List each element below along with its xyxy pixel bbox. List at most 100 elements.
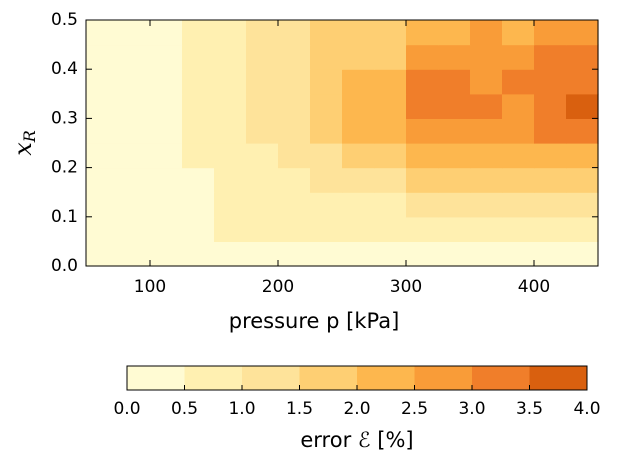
contour-cell xyxy=(310,167,343,193)
contour-cell xyxy=(374,192,407,218)
contour-cell xyxy=(470,20,503,46)
contour-cell xyxy=(566,20,599,46)
contour-cell xyxy=(502,167,535,193)
contour-cell xyxy=(150,192,183,218)
contour-cell xyxy=(374,143,407,169)
contour-cell xyxy=(182,44,215,70)
x-tick-label: 100 xyxy=(134,277,166,297)
colorbar-tick-label: 2.0 xyxy=(343,399,370,419)
contour-cell xyxy=(566,216,599,242)
contour-cell xyxy=(406,69,439,95)
contour-cell xyxy=(534,44,567,70)
contour-cell xyxy=(118,143,151,169)
contour-cell xyxy=(374,167,407,193)
x-tick-label: 300 xyxy=(390,277,422,297)
contour-cell xyxy=(278,216,311,242)
contour-cell xyxy=(246,93,279,119)
y-tick-label: 0.4 xyxy=(51,59,78,79)
contour-cell xyxy=(310,216,343,242)
contour-cell xyxy=(86,69,119,95)
colorbar-tick-label: 2.5 xyxy=(401,399,428,419)
colorbar-tick-label: 1.0 xyxy=(228,399,255,419)
contour-cell xyxy=(150,216,183,242)
contour-cell xyxy=(534,118,567,144)
y-label-base: x xyxy=(9,142,37,156)
contour-cell xyxy=(438,216,471,242)
contour-cell xyxy=(150,241,183,267)
contour-cell xyxy=(470,44,503,70)
colorbar-tick-label: 3.0 xyxy=(458,399,485,419)
contour-cell xyxy=(566,241,599,267)
contour-cell xyxy=(86,118,119,144)
contour-cell xyxy=(342,241,375,267)
contour-cell xyxy=(278,44,311,70)
contour-cell xyxy=(182,192,215,218)
contour-cell xyxy=(438,143,471,169)
contour-cell xyxy=(278,241,311,267)
contour-cell xyxy=(438,20,471,46)
contour-cell xyxy=(406,167,439,193)
contour-cell xyxy=(150,44,183,70)
contour-cell xyxy=(214,44,247,70)
contour-cell xyxy=(374,20,407,46)
contour-cell xyxy=(470,69,503,95)
colorbar-segment xyxy=(184,366,242,390)
contour-cell xyxy=(214,93,247,119)
contour-cell xyxy=(182,118,215,144)
contour-cell xyxy=(438,69,471,95)
contour-cell xyxy=(214,20,247,46)
contour-cell xyxy=(566,44,599,70)
contour-cell xyxy=(342,69,375,95)
contour-cell xyxy=(214,192,247,218)
contour-cell xyxy=(470,241,503,267)
contour-cell xyxy=(246,167,279,193)
contour-cell xyxy=(502,93,535,119)
contour-cell xyxy=(502,44,535,70)
colorbar-tick-label: 1.5 xyxy=(286,399,313,419)
y-axis-label: xR xyxy=(9,130,39,156)
contour-cell xyxy=(438,167,471,193)
contour-cell xyxy=(438,44,471,70)
contour-cell xyxy=(534,69,567,95)
contour-cell xyxy=(278,143,311,169)
contour-cell xyxy=(374,93,407,119)
contour-cell xyxy=(182,143,215,169)
colorbar-segment xyxy=(529,366,587,390)
contour-cell xyxy=(86,143,119,169)
contour-cell xyxy=(470,143,503,169)
contour-cell xyxy=(534,167,567,193)
contour-cell xyxy=(246,118,279,144)
contour-cell xyxy=(118,20,151,46)
contour-cell xyxy=(534,241,567,267)
contour-cell xyxy=(246,44,279,70)
contour-cell xyxy=(246,192,279,218)
contour-cell xyxy=(566,69,599,95)
contour-cell xyxy=(470,93,503,119)
contour-cell xyxy=(342,216,375,242)
contour-cell xyxy=(310,118,343,144)
contour-cell xyxy=(374,118,407,144)
colorbar-label: error ℰ [%] xyxy=(300,428,413,452)
contour-cell xyxy=(310,44,343,70)
colorbar-segment xyxy=(127,366,185,390)
contour-cell xyxy=(566,93,599,119)
contour-cell xyxy=(150,143,183,169)
contour-cell xyxy=(150,118,183,144)
contour-cell xyxy=(470,216,503,242)
contour-cell xyxy=(534,192,567,218)
contour-cell xyxy=(214,241,247,267)
contour-cell xyxy=(534,143,567,169)
contour-cell xyxy=(86,20,119,46)
contour-cell xyxy=(150,69,183,95)
y-tick-label: 0.0 xyxy=(51,256,78,276)
contour-cell xyxy=(118,167,151,193)
contour-cell xyxy=(534,216,567,242)
contour-cell xyxy=(406,143,439,169)
contour-cell xyxy=(502,216,535,242)
y-tick-label: 0.2 xyxy=(51,158,78,178)
contour-cell xyxy=(182,69,215,95)
contour-cell xyxy=(214,143,247,169)
contour-cell xyxy=(214,118,247,144)
contour-cell xyxy=(214,167,247,193)
plot-frame xyxy=(85,19,599,267)
